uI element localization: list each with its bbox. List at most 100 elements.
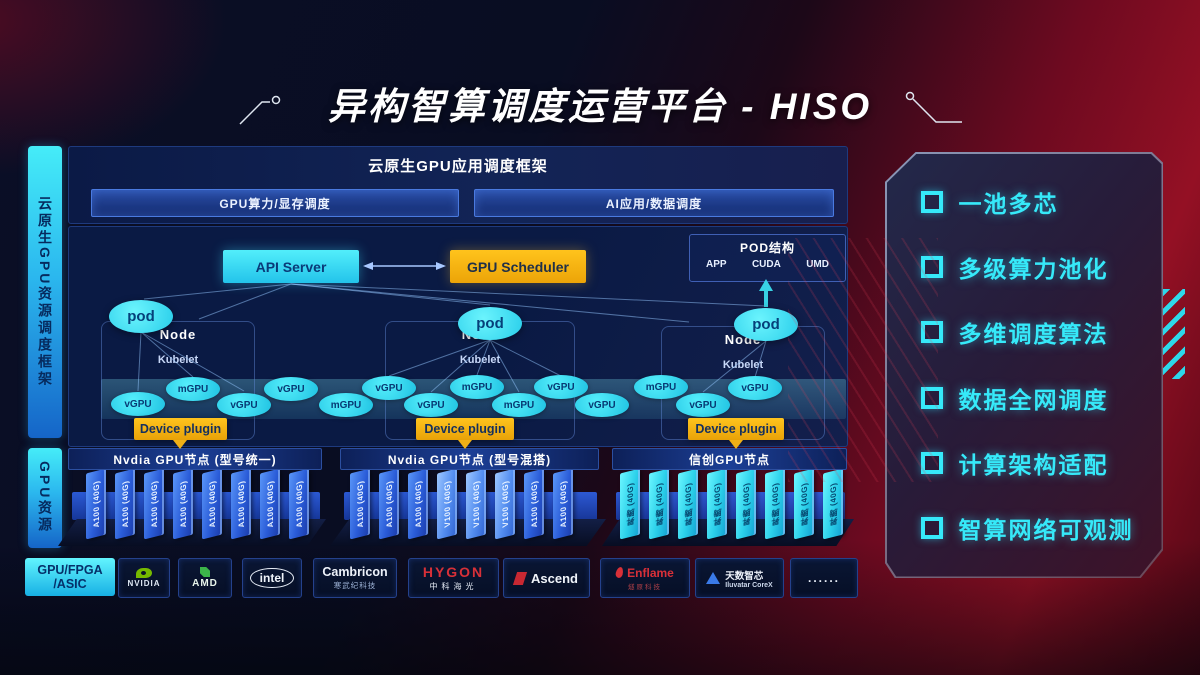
feature-item: 计算架构适配	[920, 446, 1162, 480]
gpu-ellipse: vGPU	[362, 376, 416, 400]
feature-item: 一池多芯	[920, 185, 1162, 219]
gpu-ellipse: vGPU	[676, 393, 730, 417]
kubelet-label: Kubelet	[157, 354, 199, 366]
square-bullet-icon	[920, 190, 943, 213]
feature-label: 智算网络可观测	[958, 517, 1134, 544]
gpu-ellipse: vGPU	[217, 393, 271, 417]
category-line1: GPU/FPGA	[37, 562, 103, 577]
gpu-card: A100 (40G)	[86, 468, 106, 540]
framework-header: 云原生GPU应用调度框架	[368, 158, 548, 175]
gpu-scheduler-box: GPU Scheduler	[450, 250, 586, 283]
title-deco-left-icon	[239, 95, 281, 125]
gpu-card: 昇腾 (40G)	[678, 468, 698, 540]
feature-item: 智算网络可观测	[920, 511, 1162, 545]
gpu-card: V100 (40G)	[437, 468, 457, 540]
gpu-card: A100 (40G)	[524, 468, 544, 540]
feature-item: 多维调度算法	[920, 315, 1162, 349]
feature-item: 多级算力池化	[920, 250, 1162, 284]
vendor-more: ......	[790, 558, 858, 598]
feature-panel: 一池多芯 多级算力池化 多维调度算法 数据全网调度 计算架构适配 智算网络可观测	[885, 152, 1163, 578]
vendor-hygon: HYGON 中科海光	[408, 558, 499, 598]
feature-label: 多级算力池化	[958, 256, 1109, 283]
device-plugin-2: Device plugin	[416, 418, 514, 440]
gpu-group1-label: Nvdia GPU节点 (型号统一)	[68, 448, 322, 470]
sidebar-resources-bar: GPU资源	[28, 448, 62, 548]
enflame-subtitle: 燧原科技	[628, 583, 662, 591]
category-line2: /ASIC	[53, 577, 87, 591]
pod-structure-box: POD结构 APP CUDA UMD	[689, 234, 846, 282]
pod-structure-item-umd: UMD	[806, 259, 829, 270]
tab-gpu-compute-scheduling: GPU算力/显存调度	[91, 189, 459, 217]
feature-label: 数据全网调度	[958, 386, 1109, 413]
device-plugin-3: Device plugin	[688, 418, 784, 440]
category-gpu-fpga-asic: GPU/FPGA /ASIC	[25, 558, 115, 596]
gpu-card: V100 (40G)	[466, 468, 486, 540]
gpu-ellipse: mGPU	[492, 393, 546, 417]
feature-label: 多维调度算法	[958, 321, 1109, 348]
gpu-cards-group1: A100 (40G) A100 (40G) A100 (40G) A100 (4…	[86, 468, 318, 540]
hazard-stripes-icon	[1163, 289, 1185, 379]
device-plugin-1: Device plugin	[134, 418, 227, 440]
iluvatar-label: 天数智芯	[725, 570, 764, 582]
gpu-card: A100 (40G)	[408, 468, 428, 540]
nvidia-eye-icon	[136, 568, 152, 578]
kubelet-label: Kubelet	[722, 359, 764, 371]
gpu-ellipse: vGPU	[575, 393, 629, 417]
vendor-amd: AMD	[178, 558, 232, 598]
vendor-ascend: Ascend	[503, 558, 590, 598]
amd-label: AMD	[192, 578, 218, 589]
gpu-cards-group2: A100 (40G) A100 (40G) A100 (40G) V100 (4…	[350, 468, 582, 540]
vendor-cambricon: Cambricon 寒武纪科技	[313, 558, 397, 598]
gpu-ellipse: mGPU	[166, 377, 220, 401]
gpu-card: A100 (40G)	[173, 468, 193, 540]
vendor-iluvatar: 天数智芯 Iluvatar CoreX	[695, 558, 784, 598]
vendor-nvidia: NVIDIA	[118, 558, 170, 598]
nvidia-label: NVIDIA	[127, 579, 161, 588]
gpu-card: A100 (40G)	[350, 468, 370, 540]
gpu-ellipse: vGPU	[534, 375, 588, 399]
device-plugin-arrow-icon	[458, 440, 472, 449]
gpu-ellipse: mGPU	[634, 375, 688, 399]
square-bullet-icon	[920, 256, 943, 279]
gpu-card: A100 (40G)	[379, 468, 399, 540]
square-bullet-icon	[920, 386, 943, 409]
gpu-card: A100 (40G)	[144, 468, 164, 540]
gpu-card: A100 (40G)	[553, 468, 573, 540]
sidebar-framework-label: 云原生GPU资源调度框架	[37, 195, 53, 389]
gpu-card: A100 (40G)	[231, 468, 251, 540]
hygon-subtitle: 中科海光	[429, 582, 478, 591]
gpu-card: 昇腾 (40G)	[736, 468, 756, 540]
gpu-card: 昇腾 (40G)	[707, 468, 727, 540]
gpu-group2-label: Nvdia GPU节点 (型号混搭)	[340, 448, 599, 470]
pod-structure-item-app: APP	[706, 259, 727, 270]
ascend-logo-icon	[512, 571, 528, 585]
page-title: 异构智算调度运营平台 - HISO	[327, 86, 873, 127]
gpu-ellipse: mGPU	[319, 393, 373, 417]
more-vendors-label: ......	[807, 571, 840, 585]
device-plugin-arrow-icon	[173, 440, 187, 449]
iluvatar-triangle-icon	[706, 572, 721, 584]
sidebar-resources-label: GPU资源	[37, 461, 53, 535]
pod-ellipse-1: pod	[109, 300, 173, 333]
gpu-ellipse: vGPU	[111, 392, 165, 416]
enflame-flame-icon	[614, 566, 625, 579]
vendor-enflame: Enflame 燧原科技	[600, 558, 690, 598]
scheduler-diagram-panel: Node Kubelet Node Kubelet Node Kubelet	[68, 226, 848, 449]
gpu-group3-label: 信创GPU节点	[612, 448, 847, 470]
pod-ellipse-2: pod	[458, 307, 522, 340]
feature-label: 一池多芯	[958, 190, 1059, 217]
enflame-label: Enflame	[627, 565, 674, 580]
gpu-card: A100 (40G)	[202, 468, 222, 540]
gpu-card: A100 (40G)	[115, 468, 135, 540]
square-bullet-icon	[920, 451, 943, 474]
gpu-card: 昇腾 (40G)	[649, 468, 669, 540]
vendor-intel: intel	[242, 558, 302, 598]
feature-label: 计算架构适配	[958, 451, 1109, 478]
gpu-card: A100 (40G)	[289, 468, 309, 540]
gpu-ellipse: vGPU	[404, 393, 458, 417]
gpu-cards-group3: 昇腾 (40G) 昇腾 (40G) 昇腾 (40G) 昇腾 (40G) 昇腾 (…	[620, 468, 852, 540]
gpu-card: 昇腾 (40G)	[620, 468, 640, 540]
pod-structure-title: POD结构	[739, 241, 795, 255]
framework-header-panel: 云原生GPU应用调度框架 GPU算力/显存调度 AI应用/数据调度	[68, 146, 848, 224]
